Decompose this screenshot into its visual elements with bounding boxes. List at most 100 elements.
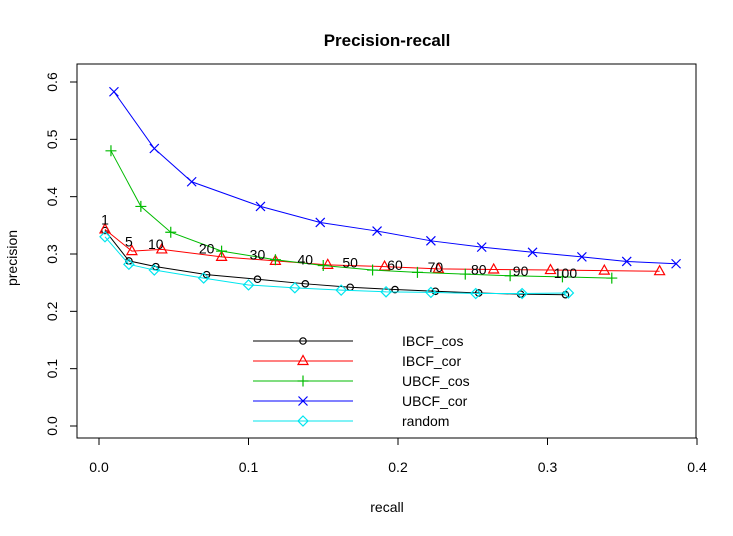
legend-label: UBCF_cor — [402, 393, 468, 409]
data-point — [321, 258, 334, 269]
data-point — [469, 287, 482, 300]
legend-marker — [297, 415, 309, 427]
y-tick-label: 0.2 — [44, 301, 60, 321]
series-ubcf-cos — [105, 145, 618, 284]
data-point — [99, 230, 111, 243]
series-line — [104, 230, 566, 296]
x-tick-label: 0.1 — [239, 459, 259, 475]
data-point — [186, 176, 197, 187]
y-tick-label: 0.6 — [44, 72, 60, 92]
legend-item: IBCF_cos — [253, 333, 463, 349]
data-point — [431, 287, 440, 296]
point-label: 90 — [513, 263, 529, 279]
legend-label: IBCF_cor — [402, 353, 461, 369]
legend-item: random — [253, 413, 449, 429]
y-tick-label: 0.3 — [44, 244, 60, 264]
x-tick-label: 0.3 — [538, 459, 558, 475]
data-point — [125, 244, 138, 256]
point-label: 5 — [125, 233, 133, 249]
series-line — [113, 91, 677, 265]
data-point — [425, 235, 436, 246]
x-axis: 0.0 0.1 0.2 0.3 0.4 — [89, 437, 707, 475]
data-point — [556, 271, 568, 283]
data-point — [242, 279, 255, 291]
data-point — [216, 245, 228, 257]
point-label: 40 — [298, 252, 314, 268]
data-point — [562, 287, 575, 299]
data-point — [317, 259, 329, 271]
y-axis-title: precision — [4, 230, 20, 286]
data-point — [149, 143, 160, 154]
data-point — [367, 264, 379, 276]
data-point — [197, 272, 210, 284]
series-line — [110, 150, 612, 279]
point-label: 20 — [199, 241, 215, 257]
data-point — [544, 263, 557, 275]
data-point — [487, 262, 500, 274]
series-line — [104, 228, 660, 272]
point-label: 30 — [250, 246, 266, 262]
data-point — [315, 217, 326, 228]
point-labels: 15 10 20 30 40 50 60 70 80 90 100 — [101, 211, 577, 280]
data-point — [411, 266, 423, 278]
data-point — [98, 222, 111, 234]
point-label: 50 — [342, 254, 358, 270]
series-ubcf-cor — [109, 86, 681, 269]
legend-item: UBCF_cor — [253, 393, 468, 409]
point-label: 60 — [387, 257, 403, 273]
legend-item: UBCF_cos — [253, 373, 470, 389]
legend-marker — [299, 337, 307, 345]
data-point — [335, 284, 348, 296]
data-point — [504, 270, 516, 282]
point-label: 10 — [148, 236, 164, 252]
point-label: 1 — [101, 211, 109, 227]
legend-marker — [296, 354, 310, 366]
series-layer — [98, 86, 681, 300]
series-ibcf-cor — [98, 222, 666, 276]
series-random — [99, 230, 575, 300]
data-point — [372, 226, 382, 236]
data-point — [391, 285, 399, 294]
chart-title: Precision-recall — [324, 31, 451, 50]
data-point — [459, 268, 471, 280]
data-point — [135, 200, 147, 212]
x-tick-label: 0.4 — [687, 459, 707, 475]
data-point — [255, 201, 266, 212]
data-point — [215, 250, 228, 261]
data-point — [432, 262, 445, 274]
legend-marker — [298, 396, 308, 406]
data-point — [202, 270, 211, 279]
data-point — [516, 287, 528, 300]
data-point — [301, 280, 310, 288]
data-point — [148, 264, 161, 276]
data-point — [155, 242, 168, 254]
data-point — [425, 286, 437, 299]
data-point — [671, 258, 681, 269]
data-point — [165, 226, 177, 238]
data-point — [288, 281, 301, 294]
data-point — [105, 145, 117, 157]
y-tick-label: 0.0 — [44, 416, 60, 436]
data-point — [527, 247, 538, 258]
data-point — [269, 254, 281, 266]
data-point — [621, 256, 632, 267]
legend-label: IBCF_cos — [402, 333, 463, 349]
data-point — [378, 259, 391, 271]
data-point — [253, 275, 262, 284]
y-axis: 0.0 0.1 0.2 0.3 0.4 0.5 0.6 — [44, 72, 78, 436]
point-label: 80 — [471, 261, 487, 277]
x-tick-label: 0.0 — [89, 459, 109, 475]
data-point — [576, 251, 587, 262]
series-ibcf-cos — [101, 226, 570, 299]
point-label: 70 — [428, 259, 444, 275]
data-point — [123, 258, 135, 271]
data-point — [380, 285, 392, 298]
y-tick-label: 0.4 — [44, 187, 60, 207]
point-label: 100 — [554, 265, 578, 281]
data-point — [476, 242, 487, 253]
plot-frame — [76, 63, 697, 439]
data-point — [109, 86, 119, 97]
data-point — [598, 263, 611, 275]
